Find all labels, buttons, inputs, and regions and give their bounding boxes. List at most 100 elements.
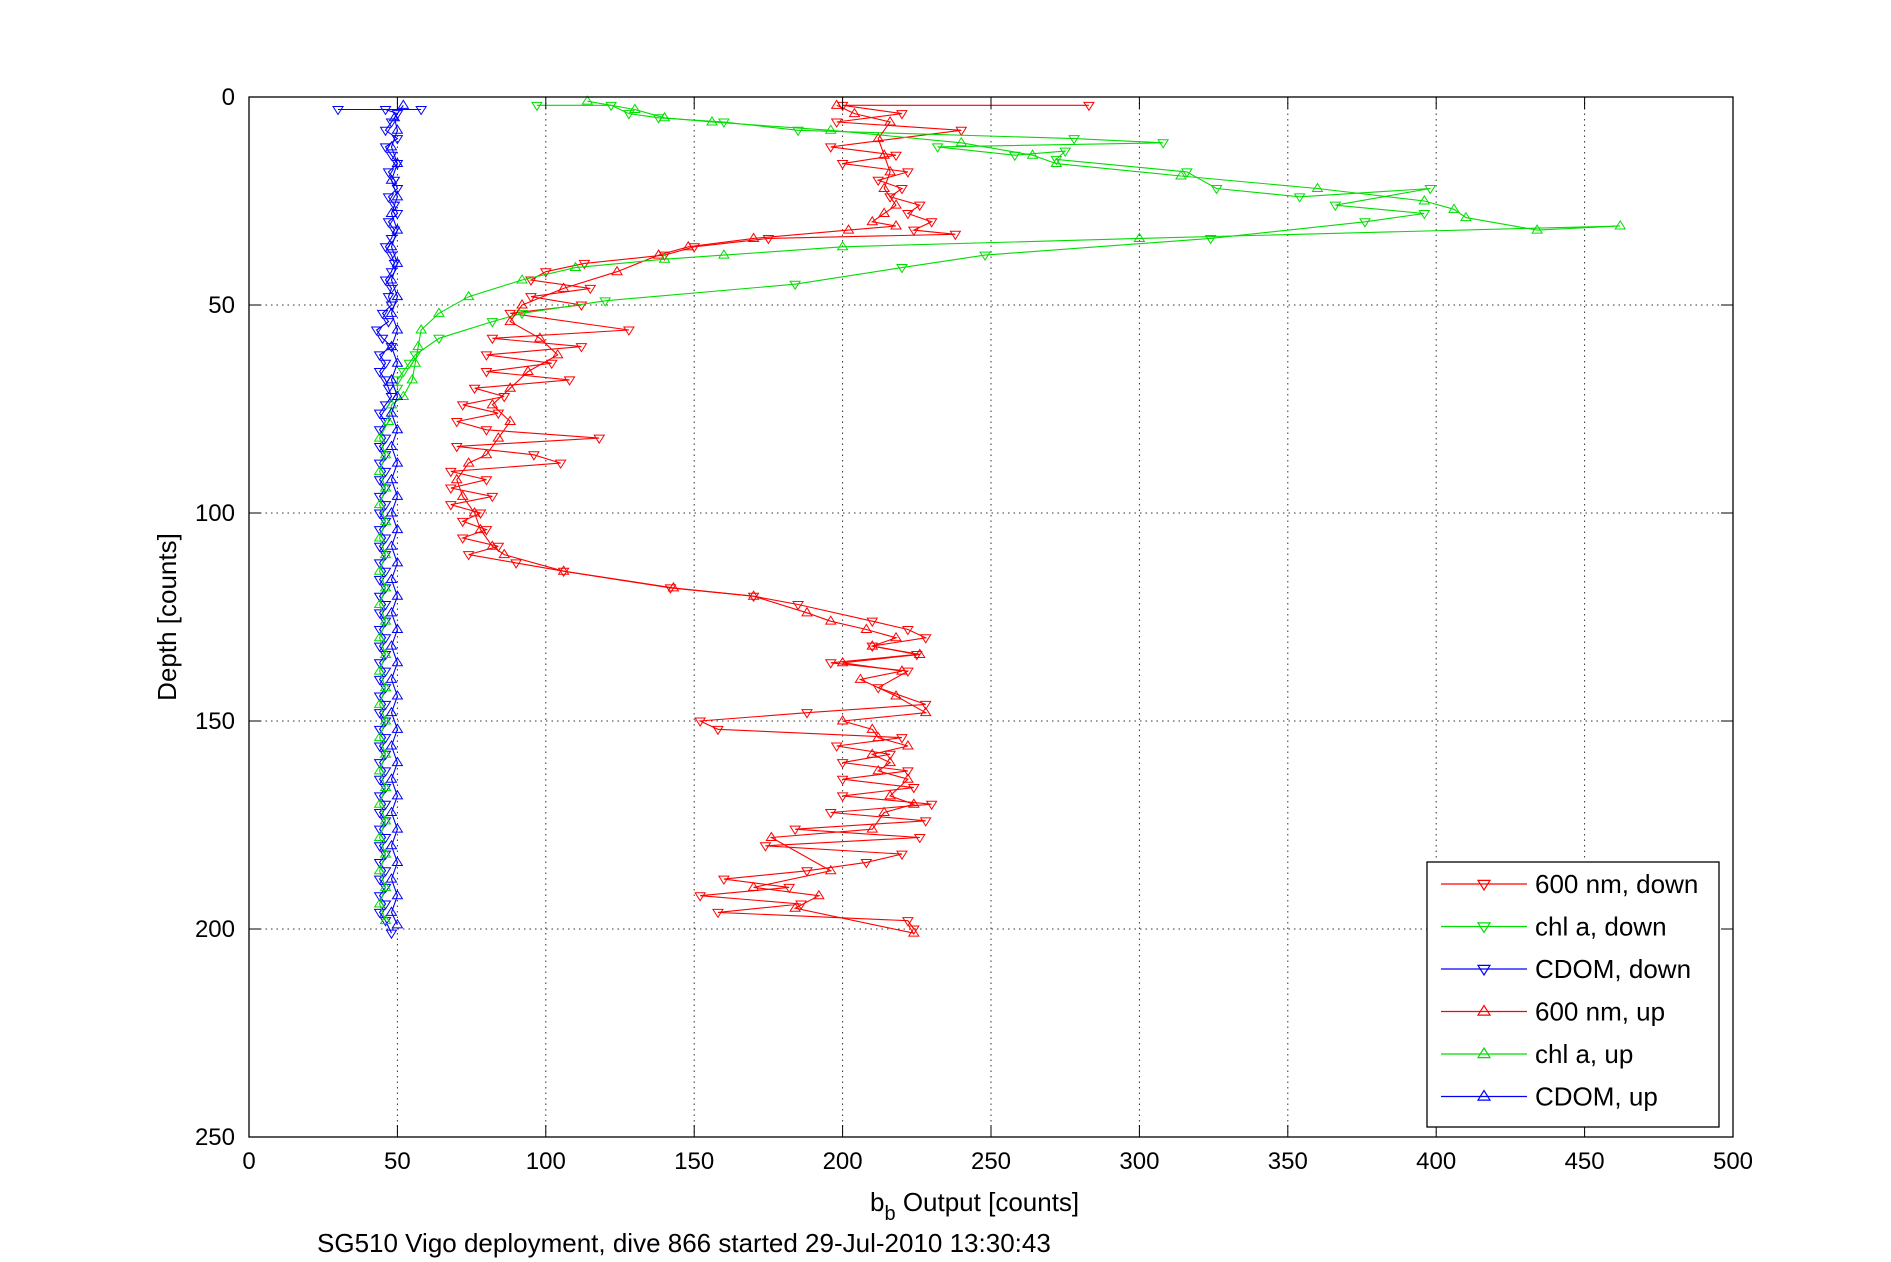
data-point-marker	[462, 290, 475, 301]
legend-label: chl a, up	[1535, 1039, 1633, 1069]
legend: 600 nm, down chl a, down CDOM, down 600 nm,…	[1426, 861, 1720, 1128]
data-point-marker	[836, 160, 849, 170]
data-point-marker	[433, 307, 445, 317]
data-point-marker	[717, 249, 730, 259]
data-point-marker	[379, 684, 392, 694]
data-point-marker	[949, 230, 962, 241]
data-point-marker	[836, 715, 849, 725]
data-point-marker	[789, 902, 802, 912]
data-point-marker	[652, 249, 665, 259]
data-point-marker	[789, 825, 802, 836]
data-point-marker	[385, 407, 398, 417]
data-point-marker	[409, 351, 422, 361]
data-point-marker	[385, 573, 398, 584]
data-point-marker	[824, 143, 837, 153]
x-tick-label: 150	[674, 1148, 714, 1175]
data-point-marker	[444, 484, 457, 494]
data-point-marker	[1359, 218, 1371, 228]
data-point-marker	[872, 132, 885, 143]
data-point-marker	[830, 118, 843, 128]
series-line	[456, 104, 928, 934]
data-point-marker	[907, 226, 920, 237]
data-point-marker	[896, 185, 908, 195]
data-point-marker	[412, 340, 425, 351]
legend-label: CDOM, up	[1535, 1082, 1658, 1112]
data-point-marker	[931, 143, 944, 153]
data-point-marker	[415, 105, 428, 116]
data-point-marker	[373, 576, 386, 586]
data-point-marker	[373, 864, 386, 875]
data-point-marker	[385, 640, 398, 650]
data-point-marker	[836, 759, 849, 769]
data-point-marker	[925, 800, 938, 811]
y-tick-label: 150	[195, 708, 235, 735]
data-point-marker	[504, 309, 517, 320]
data-point-marker	[391, 457, 404, 467]
data-point-marker	[415, 324, 428, 334]
data-point-marker	[391, 324, 404, 334]
data-point-marker	[373, 665, 386, 675]
data-point-marker	[373, 775, 386, 786]
data-point-marker	[1418, 209, 1431, 220]
data-point-marker	[901, 168, 914, 178]
data-point-marker	[890, 220, 902, 230]
data-point-marker	[379, 648, 392, 658]
data-point-marker	[397, 368, 410, 378]
data-point-marker	[379, 517, 392, 528]
data-point-marker	[593, 434, 606, 445]
data-point-marker	[385, 507, 398, 517]
data-point-marker	[379, 126, 392, 137]
data-point-marker	[373, 565, 386, 575]
data-point-marker	[391, 723, 404, 733]
data-point-marker	[373, 542, 386, 553]
x-tick-label: 100	[526, 1148, 566, 1175]
data-point-marker	[575, 301, 588, 311]
legend-label: 600 nm, down	[1535, 869, 1698, 899]
data-point-marker	[373, 609, 386, 619]
data-point-marker	[504, 315, 517, 326]
data-point-marker	[913, 201, 926, 212]
data-point-marker	[391, 523, 404, 534]
data-point-marker	[373, 442, 386, 453]
data-point-marker	[391, 224, 404, 234]
data-point-marker	[539, 268, 552, 278]
x-axis-label-subscript: b	[884, 1203, 895, 1225]
data-point-marker	[376, 309, 389, 320]
data-point-marker	[373, 476, 386, 486]
data-point-marker	[456, 401, 469, 411]
data-point-marker	[391, 690, 404, 700]
data-point-marker	[391, 290, 404, 301]
data-point-marker	[866, 642, 879, 653]
data-point-marker	[379, 717, 392, 727]
data-point-marker	[884, 756, 896, 767]
data-point-marker	[385, 174, 398, 184]
data-point-marker	[884, 750, 896, 761]
data-point-marker	[391, 490, 404, 500]
data-point-marker	[456, 517, 469, 528]
legend-marker	[1476, 1046, 1492, 1059]
data-point-marker	[584, 284, 597, 295]
data-point-marker	[382, 168, 395, 178]
data-point-marker	[747, 232, 760, 242]
data-point-marker	[901, 767, 914, 777]
data-point-marker	[623, 326, 635, 336]
series-chl-a-up	[373, 95, 1627, 925]
x-tick-label: 350	[1268, 1148, 1308, 1175]
data-point-marker	[373, 465, 386, 475]
data-point-marker	[382, 218, 395, 228]
data-point-marker	[373, 809, 386, 819]
data-point-marker	[391, 590, 404, 600]
data-point-marker	[712, 725, 724, 736]
x-tick-label: 250	[971, 1148, 1011, 1175]
data-point-marker	[878, 207, 891, 217]
data-point-marker	[373, 509, 386, 519]
data-point-marker	[373, 764, 386, 775]
data-point-marker	[379, 515, 392, 525]
data-point-marker	[866, 617, 879, 628]
data-point-marker	[373, 875, 386, 886]
data-point-marker	[373, 642, 386, 653]
data-point-marker	[391, 124, 404, 134]
legend-marker	[1476, 1089, 1492, 1101]
data-point-marker	[578, 259, 591, 270]
data-point-marker	[872, 731, 885, 742]
